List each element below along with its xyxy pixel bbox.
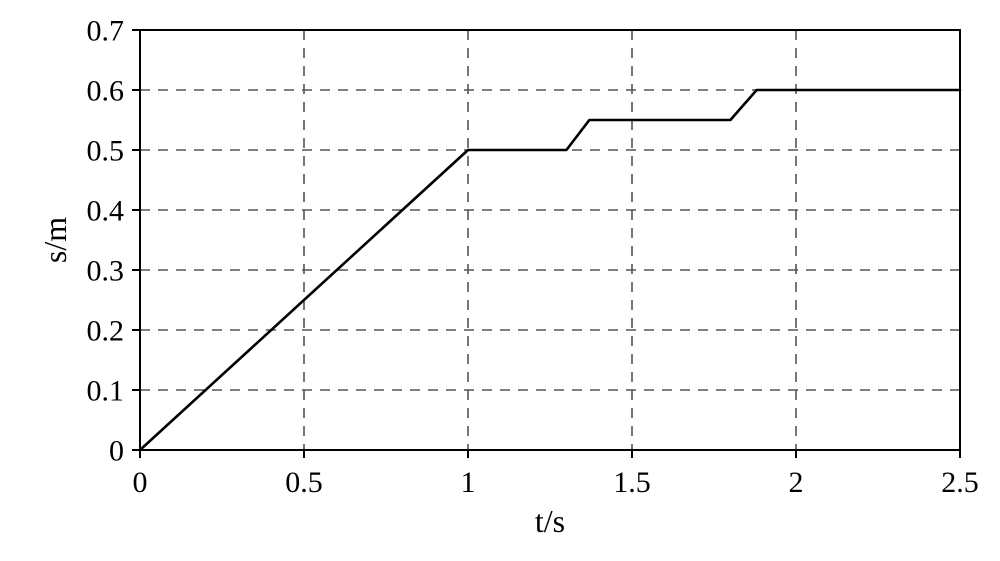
y-tick-label: 0.5 <box>87 135 125 168</box>
line-chart: 0 0.5 1 1.5 2 2.5 0 0.1 0.2 0.3 0.4 0.5 0.6 0.7 t/s s/m <box>0 0 1000 561</box>
y-tick-label: 0.7 <box>87 15 125 48</box>
x-tick-label: 2 <box>789 466 804 499</box>
y-tick-label: 0 <box>109 435 124 468</box>
x-tick-label: 1.5 <box>613 466 651 499</box>
chart-container: 0 0.5 1 1.5 2 2.5 0 0.1 0.2 0.3 0.4 0.5 0.6 0.7 t/s s/m <box>0 0 1000 561</box>
x-axis-label: t/s <box>535 503 565 539</box>
y-tick-label: 0.6 <box>87 75 125 108</box>
y-axis-label: s/m <box>37 217 73 263</box>
y-tick-label: 0.2 <box>87 315 125 348</box>
x-tick-label: 0 <box>133 466 148 499</box>
x-tick-label: 0.5 <box>285 466 323 499</box>
y-tick-label: 0.1 <box>87 375 125 408</box>
x-tick-label: 1 <box>461 466 476 499</box>
x-tick-label: 2.5 <box>941 466 979 499</box>
y-tick-label: 0.3 <box>87 255 125 288</box>
y-tick-label: 0.4 <box>87 195 125 228</box>
